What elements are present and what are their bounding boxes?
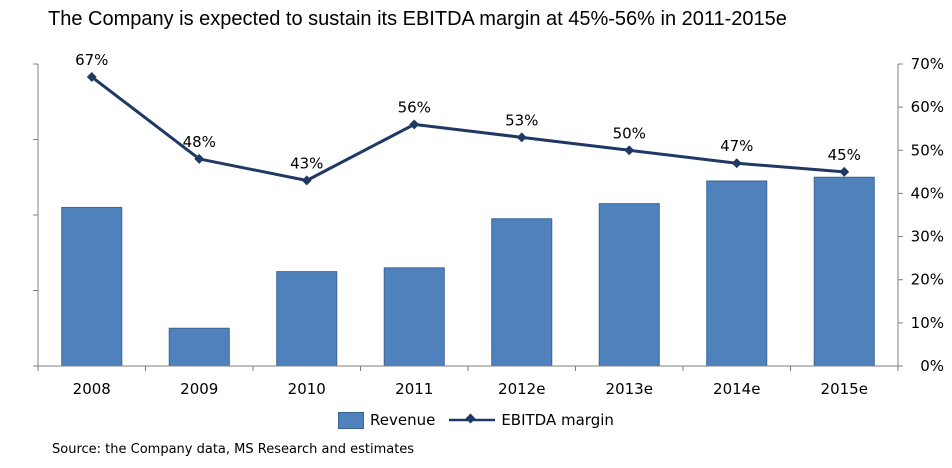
right-axis-tick-label: 40%	[911, 184, 944, 202]
right-axis-tick-label: 50%	[911, 141, 944, 159]
legend: Revenue EBITDA margin	[338, 408, 628, 432]
right-axis-tick-label: 30%	[911, 228, 944, 246]
revenue-bar	[168, 327, 230, 367]
revenue-bar	[706, 180, 768, 367]
ebitda-margin-point	[624, 145, 635, 156]
ebitda-margin-point	[839, 166, 850, 177]
ebitda-margin-point	[301, 175, 312, 186]
revenue-bar	[491, 218, 553, 367]
legend-item-ebitda: EBITDA margin	[449, 411, 614, 429]
right-axis-tick-label: 20%	[911, 271, 944, 289]
ebitda-margin-point	[86, 71, 97, 82]
source-note: Source: the Company data, MS Research an…	[52, 442, 415, 457]
ebitda-margin-point	[731, 158, 742, 169]
ebitda-data-label: 47%	[720, 137, 753, 155]
chart-title: The Company is expected to sustain its E…	[48, 8, 787, 30]
legend-ebitda-swatch	[449, 413, 496, 424]
x-axis-tick-label: 2008	[73, 380, 111, 398]
x-axis-tick-label: 2010	[288, 380, 326, 398]
right-axis-tick-label: 0%	[920, 357, 944, 375]
revenue-bar	[61, 206, 123, 367]
x-axis-tick-label: 2015e	[821, 380, 868, 398]
legend-ebitda-label: EBITDA margin	[501, 411, 614, 429]
ebitda-data-label: 53%	[505, 111, 538, 129]
ebitda-data-label: 50%	[613, 124, 646, 142]
x-axis-tick-label: 2014e	[713, 380, 760, 398]
x-axis-tick-label: 2012e	[498, 380, 545, 398]
legend-item-revenue: Revenue	[338, 411, 435, 429]
right-axis-tick-label: 60%	[911, 98, 944, 116]
legend-revenue-swatch	[338, 411, 364, 429]
ebitda-margin-line	[90, 75, 845, 182]
right-axis-tick-label: 70%	[911, 55, 944, 73]
x-axis-tick-label: 2011	[395, 380, 433, 398]
ebitda-data-label: 43%	[290, 154, 323, 172]
revenue-bar	[276, 271, 338, 367]
right-axis-tick-label: 10%	[911, 314, 944, 332]
x-axis-tick-label: 2009	[180, 380, 218, 398]
legend-revenue-label: Revenue	[370, 411, 436, 429]
ebitda-data-label: 56%	[398, 98, 431, 116]
ebitda-data-label: 45%	[828, 146, 861, 164]
revenue-bar	[813, 176, 875, 367]
ebitda-data-label: 48%	[183, 133, 216, 151]
revenue-bar	[383, 267, 445, 367]
x-axis-tick-label: 2013e	[606, 380, 653, 398]
revenue-bar	[598, 203, 660, 367]
ebitda-margin-point	[516, 132, 527, 143]
ebitda-margin-point	[194, 153, 205, 164]
ebitda-data-label: 67%	[75, 51, 108, 69]
